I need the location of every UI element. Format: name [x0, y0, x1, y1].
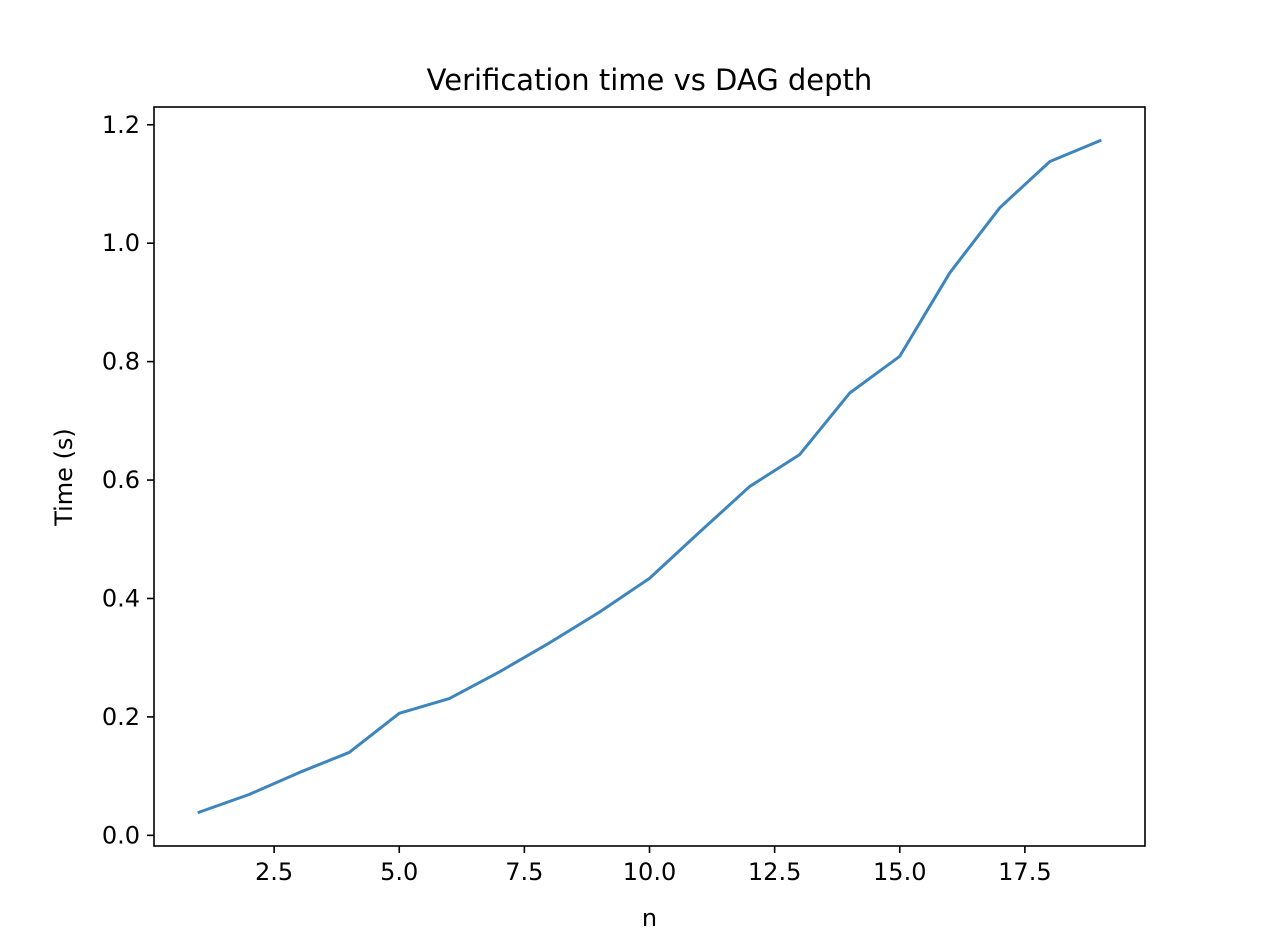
x-tick-label: 10.0	[623, 858, 676, 886]
x-axis: 2.5 5.0 7.5 10.0 12.5 15.0 17.5	[255, 846, 1052, 886]
series-line-1	[197, 138, 1102, 815]
y-tick-label: 0.0	[102, 821, 140, 849]
x-axis-title: n	[642, 904, 657, 932]
x-tick-label: 5.0	[380, 858, 418, 886]
x-tick-label: 15.0	[873, 858, 926, 886]
x-tick-label: 17.5	[998, 858, 1051, 886]
y-tick-label: 0.2	[102, 703, 140, 731]
y-tick-label: 0.8	[102, 348, 140, 376]
y-tick-label: 0.6	[102, 466, 140, 494]
x-tick-label: 12.5	[748, 858, 801, 886]
y-tick-label: 0.4	[102, 584, 140, 612]
x-tick-label: 7.5	[505, 858, 543, 886]
y-axis-title: Time (s)	[50, 428, 78, 527]
y-tick-label: 1.0	[102, 229, 140, 257]
y-tick-label: 1.2	[102, 111, 140, 139]
y-axis: 0.0 0.2 0.4 0.6 0.8 1.0 1.2	[102, 111, 154, 849]
x-tick-label: 2.5	[255, 858, 293, 886]
chart-title: Verification time vs DAG depth	[427, 63, 873, 97]
